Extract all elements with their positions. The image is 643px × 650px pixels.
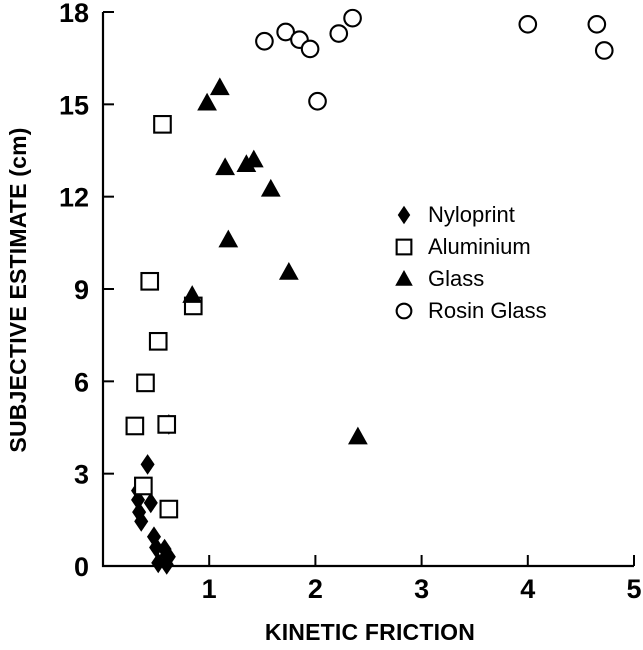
data-point [278, 261, 299, 280]
data-point [161, 546, 176, 568]
y-tick-label: 18 [59, 0, 89, 28]
y-tick-label: 0 [74, 552, 89, 582]
series-glass [182, 77, 368, 445]
data-point [159, 499, 179, 519]
data-point [148, 331, 168, 351]
data-point [157, 415, 177, 434]
data-point [329, 24, 349, 43]
y-tick-label: 12 [59, 183, 89, 213]
data-point [131, 489, 146, 511]
data-point [134, 476, 153, 496]
x-tick-label: 3 [414, 574, 429, 604]
data-point [348, 426, 368, 445]
x-tick-label: 4 [520, 574, 535, 604]
legend-marker-open-circle-icon [395, 302, 413, 320]
y-tick-label: 9 [74, 275, 89, 305]
data-point [149, 537, 164, 558]
data-point [215, 157, 236, 176]
y-tick-label: 6 [74, 367, 89, 397]
data-point [218, 229, 239, 248]
x-axis-title: KINETIC FRICTION [265, 619, 475, 645]
x-tick-label: 1 [202, 574, 217, 604]
data-points [125, 8, 614, 575]
data-point [260, 178, 281, 197]
legend-label: Glass [428, 266, 484, 291]
series-rosin-glass [255, 8, 614, 111]
data-point [132, 501, 147, 523]
y-axis-ticks: 0 3 6 9 12 15 18 [59, 0, 114, 582]
legend-label: Aluminium [428, 234, 531, 259]
data-point [153, 115, 172, 134]
data-point [140, 271, 160, 291]
x-tick-label: 2 [308, 574, 323, 604]
data-point [143, 492, 158, 514]
series-aluminium [125, 115, 203, 519]
data-point [209, 77, 230, 96]
legend-label: Nyloprint [428, 202, 515, 227]
legend-item-aluminium: Aluminium [395, 234, 531, 259]
x-axis-ticks: 1 2 3 4 5 [202, 555, 642, 604]
data-point [255, 31, 274, 51]
chart-legend: Nyloprint Aluminium Glass Rosin Glass [395, 202, 547, 323]
data-point [518, 14, 538, 34]
data-point [134, 511, 149, 532]
data-point [594, 41, 614, 60]
data-point [182, 285, 203, 303]
x-tick-label: 5 [626, 574, 641, 604]
legend-marker-filled-diamond-icon [397, 205, 411, 225]
data-point [343, 8, 362, 28]
legend-marker-filled-triangle-icon [395, 270, 413, 286]
data-point [587, 14, 607, 34]
legend-label: Rosin Glass [428, 298, 547, 323]
data-point [276, 22, 295, 42]
data-point [308, 91, 327, 111]
axis-lines [101, 12, 634, 568]
legend-item-glass: Glass [395, 266, 484, 291]
data-point [243, 149, 264, 168]
data-point [125, 416, 145, 436]
data-point [140, 454, 155, 475]
data-point [300, 39, 320, 59]
legend-marker-open-square-icon [395, 238, 413, 256]
y-axis-title: SUBJECTIVE ESTIMATE (cm) [5, 127, 31, 452]
data-point [159, 554, 174, 575]
legend-item-nyloprint: Nyloprint [397, 202, 515, 227]
data-point [197, 92, 217, 111]
data-point [151, 552, 166, 574]
y-tick-label: 3 [74, 460, 89, 490]
y-tick-label: 15 [59, 90, 89, 120]
data-point [136, 373, 155, 393]
legend-item-rosin-glass: Rosin Glass [395, 298, 547, 323]
